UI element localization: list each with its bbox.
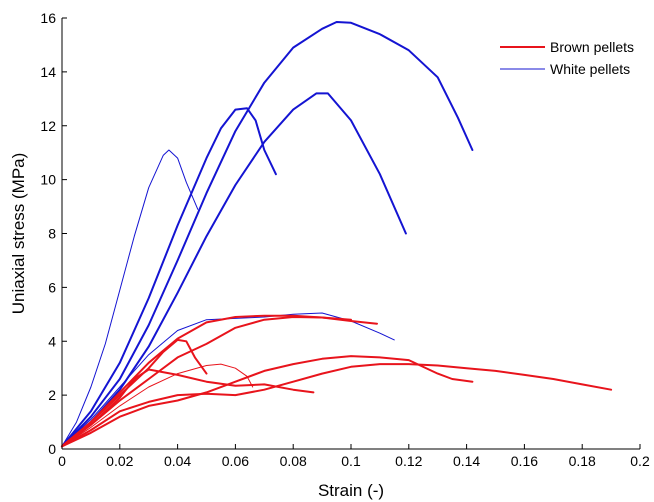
y-tick-label: 4 (48, 333, 56, 349)
x-tick-label: 0.14 (453, 453, 480, 469)
series-line-12 (61, 363, 613, 448)
series-line-7 (61, 316, 352, 448)
x-tick-label: 0.02 (106, 453, 133, 469)
x-axis-title: Strain (-) (318, 481, 384, 500)
legend: Brown pellets White pellets (500, 39, 634, 77)
x-tick-label: 0.08 (280, 453, 307, 469)
y-tick-label: 0 (48, 441, 56, 457)
y-tick-label: 2 (48, 387, 56, 403)
y-tick-label: 12 (40, 118, 56, 134)
y-axis-title: Uniaxial stress (MPa) (9, 153, 28, 315)
axes (61, 17, 641, 450)
y-tick-label: 6 (48, 279, 56, 295)
tick-labels: 0 0.02 0.04 0.06 0.08 0.1 0.12 0.14 0.16 0.18 0.2 0… (40, 10, 650, 469)
x-tick-label: 0.12 (395, 453, 422, 469)
series-line-9 (61, 368, 315, 448)
x-tick-label: 0.2 (630, 453, 650, 469)
series-line-8 (61, 338, 208, 448)
y-tick-label: 10 (40, 172, 56, 188)
y-tick-label: 8 (48, 226, 56, 242)
series-line-5 (61, 312, 395, 447)
legend-label-1: Brown pellets (550, 39, 634, 55)
y-tick-label: 16 (40, 10, 56, 26)
series-line-3 (61, 107, 277, 448)
y-tick-label: 14 (40, 64, 56, 80)
x-tick-label: 0.1 (341, 453, 361, 469)
x-tick-label: 0 (58, 453, 66, 469)
legend-label-2: White pellets (550, 61, 630, 77)
x-tick-label: 0.04 (164, 453, 191, 469)
x-tick-label: 0.16 (511, 453, 538, 469)
series-line-1 (61, 21, 474, 448)
series-layer (61, 21, 613, 448)
series-line-11 (61, 355, 474, 448)
x-tick-label: 0.18 (569, 453, 596, 469)
series-line-2 (61, 92, 407, 448)
series-line-10 (61, 363, 254, 447)
series-line-4 (61, 149, 199, 447)
x-tick-label: 0.06 (222, 453, 249, 469)
